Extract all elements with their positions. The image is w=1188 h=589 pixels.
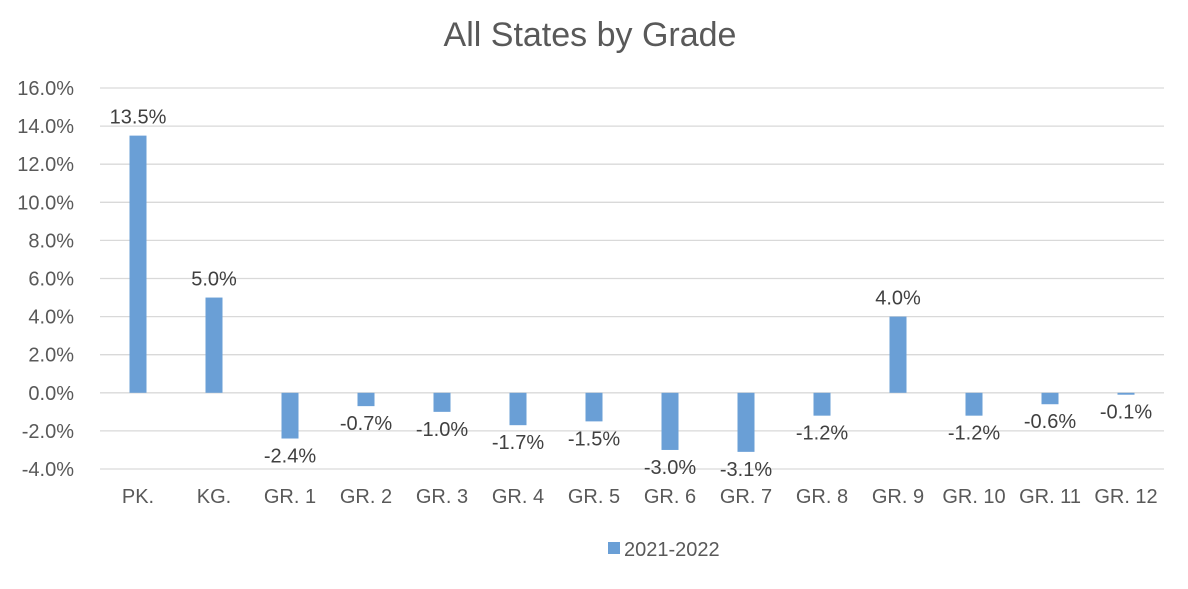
bar [281,392,299,439]
bar [889,316,907,393]
legend: 2021-2022 [608,539,720,561]
data-label: -0.7% [340,413,392,435]
x-tick-label: GR. 8 [796,486,848,508]
x-axis-ticks: PK. KG. GR. 1 GR. 2 GR. 3 GR. 4 GR. 5 GR. 6 GR. … [122,486,1158,508]
y-tick-label: 12.0% [17,154,74,176]
data-label: -0.1% [1100,402,1152,424]
x-tick-label: PK. [122,486,154,508]
x-tick-label: GR. 6 [644,486,696,508]
bar [357,392,375,407]
bar [205,297,223,393]
x-tick-label: GR. 3 [416,486,468,508]
bar [433,392,451,412]
y-tick-label: 14.0% [17,116,74,138]
data-label: -1.2% [948,423,1000,445]
bar [737,392,755,452]
x-tick-label: GR. 12 [1094,486,1157,508]
x-tick-label: GR. 1 [264,486,316,508]
data-label: -0.6% [1024,411,1076,433]
chart-title: All States by Grade [444,16,737,54]
y-tick-label: 0.0% [28,383,74,405]
x-tick-label: GR. 4 [492,486,544,508]
y-tick-label: -2.0% [22,421,74,443]
y-tick-label: 16.0% [17,78,74,100]
x-tick-label: GR. 9 [872,486,924,508]
data-label: 4.0% [875,288,921,310]
y-tick-label: 6.0% [28,269,74,291]
data-label: 5.0% [191,269,237,291]
data-label: -1.7% [492,432,544,454]
legend-label: 2021-2022 [624,539,720,561]
y-tick-label: 8.0% [28,230,74,252]
x-tick-label: KG. [197,486,231,508]
data-label: -2.4% [264,446,316,468]
data-label: -1.5% [568,428,620,450]
bar [509,392,527,426]
bar [129,135,147,393]
data-label: -3.1% [720,459,772,481]
bars [129,135,1135,452]
x-tick-label: GR. 2 [340,486,392,508]
x-tick-label: GR. 10 [942,486,1005,508]
bar [1041,392,1059,405]
y-axis-ticks: 16.0% 14.0% 12.0% 10.0% 8.0% 6.0% 4.0% 2.0% 0.0%… [17,78,74,481]
bar [965,392,983,416]
legend-swatch [608,542,620,554]
y-tick-label: 2.0% [28,345,74,367]
x-tick-label: GR. 11 [1019,486,1081,508]
bar [661,392,679,450]
x-tick-label: GR. 7 [720,486,772,508]
data-label: -1.0% [416,419,468,441]
bar [585,392,603,422]
y-tick-label: -4.0% [22,459,74,481]
gridlines [100,87,1164,470]
bar [813,392,831,416]
bar [1117,392,1135,395]
data-label: 13.5% [110,107,167,129]
data-label: -1.2% [796,423,848,445]
data-label: -3.0% [644,457,696,479]
data-labels: 13.5% 5.0% -2.4% -0.7% -1.0% -1.7% -1.5% -3.0% -… [110,107,1153,481]
x-tick-label: GR. 5 [568,486,620,508]
y-tick-label: 10.0% [17,192,74,214]
y-tick-label: 4.0% [28,307,74,329]
